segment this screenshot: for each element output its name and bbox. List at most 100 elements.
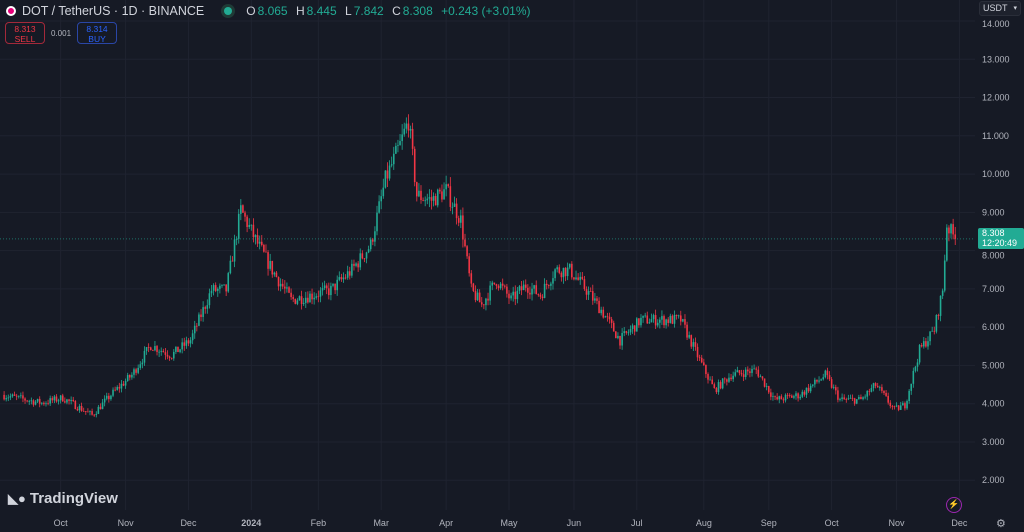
settings-icon[interactable]: ⚙ [996,518,1006,530]
candle-body [925,341,927,347]
candle-body [891,406,894,407]
candle-body [420,190,422,201]
candle-body [332,283,334,286]
candle-body [47,403,49,405]
candle-body [552,278,554,284]
candle-body [805,387,808,395]
candle-body [348,271,351,276]
symbol-title[interactable]: DOT / TetherUS · 1D · BINANCE [22,4,205,18]
x-tick-label: 2024 [241,518,261,528]
candle-body [108,395,110,400]
candle-body [531,288,533,295]
candle-body [351,263,353,276]
candle-body [204,307,207,309]
candle-body [170,357,173,359]
sell-button[interactable]: 8.313 SELL [5,22,45,44]
tv-logo-icon: ◣● [8,490,26,506]
candle-body [474,290,477,301]
candle-body [862,397,864,400]
candle-body [835,387,837,391]
candle-body [41,402,43,404]
candle-body [755,368,757,370]
candle-body [374,231,376,242]
candle-body [671,315,674,324]
candle-body [491,282,494,286]
candle-body [541,296,544,298]
buy-button[interactable]: 8.314 BUY [77,22,118,44]
candle-body [566,267,569,277]
candle-body [28,400,31,402]
candle-body [147,347,150,348]
candle-body [105,395,108,399]
candle-body [581,276,584,280]
candle-body [927,341,929,347]
candle-body [853,398,856,404]
candle-body [539,294,542,297]
candle-body [782,399,785,401]
candle-body [325,285,328,289]
candle-body [137,367,139,373]
candle-body [487,298,489,301]
candle-body [372,239,374,242]
candle-body [5,398,7,400]
candle-body [189,340,192,344]
candle-body [558,267,561,273]
candle-body [763,378,766,387]
candle-body [914,366,917,371]
candle-body [761,376,764,379]
candle-body [749,371,751,373]
candle-body [426,198,429,201]
candle-body [562,267,565,278]
candle-body [556,267,558,270]
candle-body [612,322,615,332]
candle-body [112,389,114,396]
candle-body [451,206,454,208]
candle-body [765,386,768,387]
candle-body [497,285,500,289]
candle-body [436,189,439,206]
candle-body [139,364,142,368]
candle-body [51,398,54,401]
candle-body [462,215,464,240]
trade-panel: 8.313 SELL 0.001 8.314 BUY [5,22,118,44]
candle-body [952,224,954,235]
candle-body [615,331,617,339]
chevron-down-icon: ▾ [1013,5,1017,12]
candle-body [271,260,274,275]
candle-body [931,330,933,332]
candle-body [663,316,665,326]
candle-body [361,253,364,259]
change-value: +0.243 (+3.01%) [441,4,531,18]
candle-body [162,350,165,353]
candle-body [453,203,456,207]
candle-body [59,395,62,401]
x-tick-label: Nov [118,518,135,528]
lightning-icon[interactable]: ⚡ [946,497,962,513]
candle-body [3,394,5,400]
candle-body [897,405,900,410]
candle-body [363,258,366,260]
tradingview-logo[interactable]: ◣● TradingView [8,490,118,507]
x-tick-label: Oct [825,518,840,528]
x-tick-label: Jul [631,518,643,528]
candle-body [604,316,607,318]
x-tick-label: Aug [696,518,712,528]
candle-body [346,271,349,278]
candle-body [168,356,171,358]
candle-body [893,406,896,408]
candle-body [845,399,848,400]
candle-body [652,315,655,320]
candle-body [68,399,70,401]
candle-body [263,245,265,252]
candle-body [797,393,799,399]
candle-body [416,182,418,197]
y-tick-label: 5.000 [982,360,1005,370]
candle-body [512,291,514,296]
y-tick-label: 4.000 [982,399,1005,409]
candle-body [342,277,345,280]
currency-select[interactable]: USDT ▾ [979,1,1021,16]
candle-body [529,292,531,295]
candle-body [895,405,898,407]
candle-body [101,402,104,410]
